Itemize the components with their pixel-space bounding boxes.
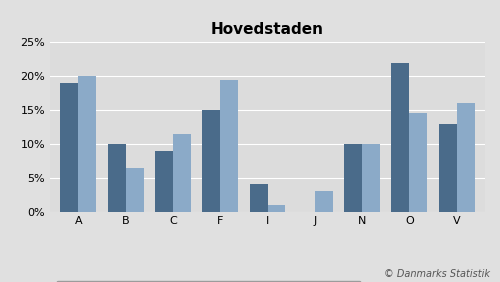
Text: © Danmarks Statistik: © Danmarks Statistik xyxy=(384,269,490,279)
Bar xyxy=(456,103,474,212)
Bar xyxy=(315,191,333,212)
Bar xyxy=(250,184,268,212)
Bar xyxy=(126,168,144,212)
Bar xyxy=(438,124,456,212)
Bar xyxy=(78,76,96,212)
Bar xyxy=(220,80,238,212)
Legend: Europa-Parlamentsvalg søndag  25. maj 2014, Europa-Parlamentsvalg søndag  7. jun: Europa-Parlamentsvalg søndag 25. maj 201… xyxy=(56,281,362,282)
Bar xyxy=(410,113,428,212)
Bar xyxy=(108,144,126,212)
Title: Hovedstaden: Hovedstaden xyxy=(211,22,324,37)
Bar xyxy=(173,134,191,212)
Bar xyxy=(268,205,285,212)
Bar xyxy=(362,144,380,212)
Bar xyxy=(202,110,220,212)
Bar xyxy=(155,151,173,212)
Bar xyxy=(344,144,362,212)
Bar xyxy=(60,83,78,212)
Bar xyxy=(392,63,409,212)
